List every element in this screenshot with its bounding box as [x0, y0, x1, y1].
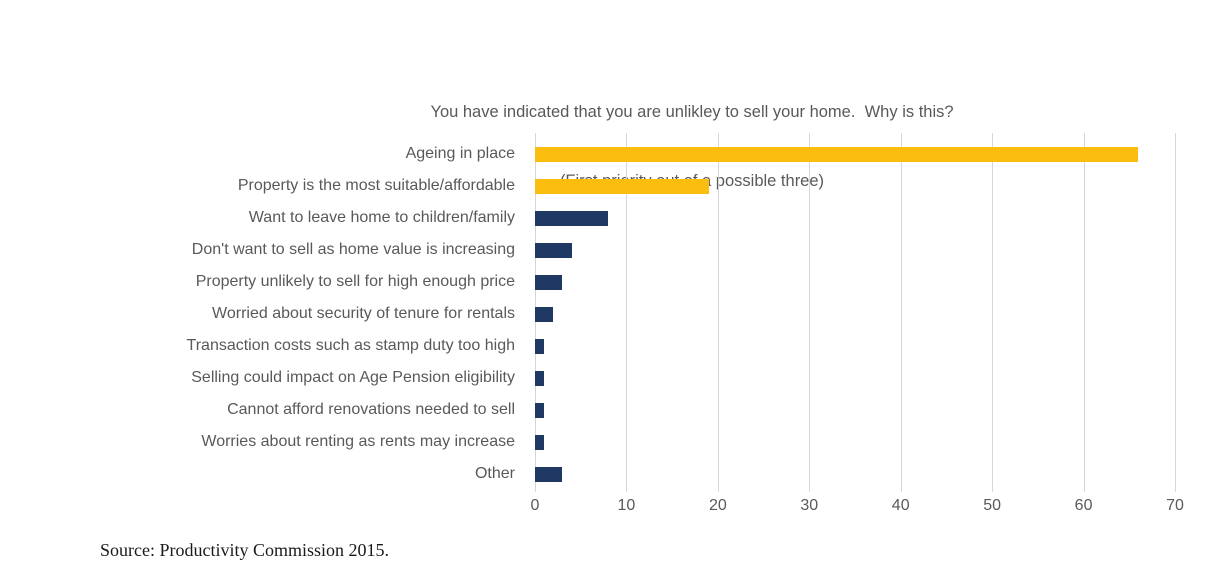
bar-row	[535, 266, 1175, 298]
category-label: Want to leave home to children/family	[248, 209, 515, 226]
category-label: Cannot afford renovations needed to sell	[227, 401, 515, 418]
bar-row	[535, 170, 1175, 202]
category-label: Selling could impact on Age Pension elig…	[191, 369, 515, 386]
category-label: Transaction costs such as stamp duty too…	[186, 337, 515, 354]
x-tick-label: 10	[617, 497, 636, 514]
bar	[535, 178, 709, 194]
x-axis: 0 10 20 30 40 50 60 70	[531, 496, 1184, 518]
bar-row	[535, 202, 1175, 234]
gridline	[626, 133, 628, 492]
bar	[535, 306, 554, 322]
x-tick-label: 40	[891, 497, 910, 514]
bar	[535, 434, 545, 450]
category-label: Property is the most suitable/affordable	[237, 177, 515, 194]
gridline	[1083, 133, 1085, 492]
bar	[535, 146, 1139, 162]
category-label: Property unlikely to sell for high enoug…	[195, 273, 515, 290]
bar-row	[535, 426, 1175, 458]
bar	[535, 274, 563, 290]
category-label: Worries about renting as rents may incre…	[201, 433, 515, 450]
chart-title-line1: You have indicated that you are unlikley…	[430, 103, 954, 121]
gridline	[992, 133, 994, 492]
bar-row	[535, 234, 1175, 266]
x-tick-label: 0	[530, 497, 540, 514]
bar-row	[535, 330, 1175, 362]
x-tick-label: 20	[708, 497, 727, 514]
x-tick-label: 70	[1166, 497, 1184, 514]
bar-row	[535, 298, 1175, 330]
bar	[535, 242, 572, 258]
gridline	[1175, 133, 1176, 492]
bar	[535, 338, 545, 354]
bar	[535, 370, 545, 386]
bar-row	[535, 458, 1175, 490]
bar	[535, 466, 563, 482]
gridline	[717, 133, 719, 492]
x-tick-label: 60	[1074, 497, 1093, 514]
source-note: Source: Productivity Commission 2015.	[100, 540, 390, 560]
x-tick-label: 50	[983, 497, 1002, 514]
bar-row	[535, 362, 1175, 394]
bar-row	[535, 138, 1175, 170]
category-labels: Ageing in place Property is the most suit…	[0, 138, 515, 490]
category-label: Ageing in place	[405, 145, 515, 162]
bar-row	[535, 394, 1175, 426]
gridline	[900, 133, 902, 492]
bar	[535, 402, 545, 418]
plot-area	[535, 133, 1176, 492]
bar	[535, 210, 609, 226]
x-tick-label: 30	[800, 497, 819, 514]
category-label: Worried about security of tenure for ren…	[212, 305, 515, 322]
bars-container	[535, 138, 1175, 490]
category-label: Other	[474, 465, 515, 482]
category-label: Don't want to sell as home value is incr…	[191, 241, 515, 258]
gridline	[809, 133, 811, 492]
